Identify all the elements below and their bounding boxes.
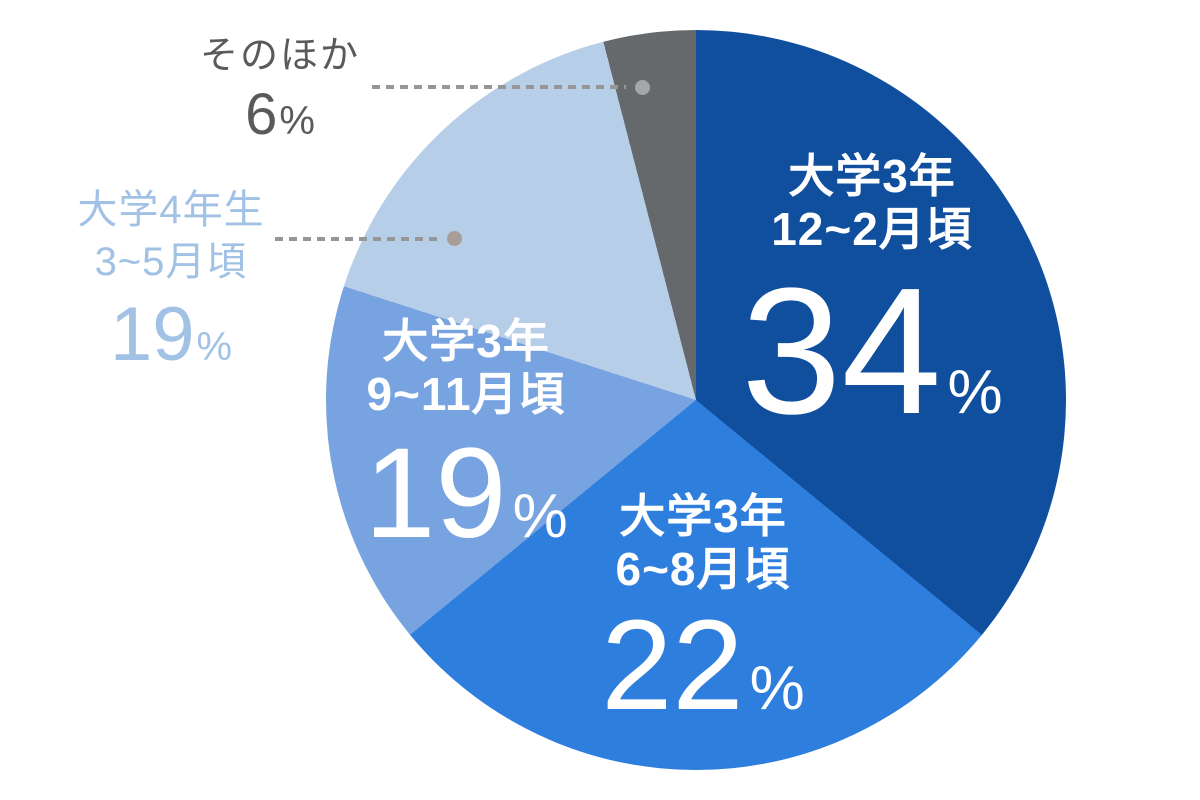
slice-label-univ3-dec-feb: 大学3年 12~2月頃 34% bbox=[722, 150, 1022, 442]
slice-value-number: 34 bbox=[741, 250, 942, 452]
percent-sign: % bbox=[947, 357, 1003, 427]
slice-label-univ3-sep-nov: 大学3年 9~11月頃 19% bbox=[336, 315, 596, 558]
slice-value-number: 22 bbox=[601, 593, 744, 737]
slice-label-univ3-jun-aug: 大学3年 6~8月頃 22% bbox=[573, 490, 833, 730]
slice-value: 34% bbox=[722, 261, 1022, 442]
callout-value: 6% bbox=[160, 85, 400, 144]
slice-label-text: 大学3年 bbox=[619, 490, 787, 542]
slice-value: 19% bbox=[336, 429, 596, 558]
slice-value-number: 19 bbox=[364, 421, 507, 565]
slice-label-text: 大学3年 bbox=[382, 315, 550, 367]
leader-dot-univ4 bbox=[447, 231, 462, 246]
slice-label-text: 6~8月頃 bbox=[615, 542, 791, 595]
percent-sign: % bbox=[749, 653, 805, 723]
slice-label-text: 9~11月頃 bbox=[366, 367, 566, 420]
percent-sign: % bbox=[196, 325, 233, 369]
callout-label-text: 大学4年生 bbox=[77, 188, 265, 232]
callout-value: 19% bbox=[51, 297, 291, 373]
callout-label-other: そのほか 6% bbox=[160, 34, 400, 144]
callout-label-univ4-mar-may: 大学4年生 3~5月頃 19% bbox=[51, 184, 291, 373]
pie-chart bbox=[326, 30, 1066, 770]
percent-sign: % bbox=[279, 98, 315, 143]
callout-value-number: 19 bbox=[109, 292, 195, 377]
leader-dot-other bbox=[635, 80, 650, 95]
leader-line-univ4 bbox=[275, 237, 439, 241]
leader-line-other bbox=[372, 85, 626, 89]
slice-label-text: 12~2月頃 bbox=[771, 202, 973, 255]
callout-value-number: 6 bbox=[245, 81, 278, 147]
callout-label-text: そのほか bbox=[199, 35, 360, 77]
slice-value: 22% bbox=[573, 601, 833, 730]
slice-label-text: 大学3年 bbox=[788, 150, 956, 202]
percent-sign: % bbox=[512, 481, 568, 551]
callout-label-text: 3~5月頃 bbox=[94, 240, 248, 284]
